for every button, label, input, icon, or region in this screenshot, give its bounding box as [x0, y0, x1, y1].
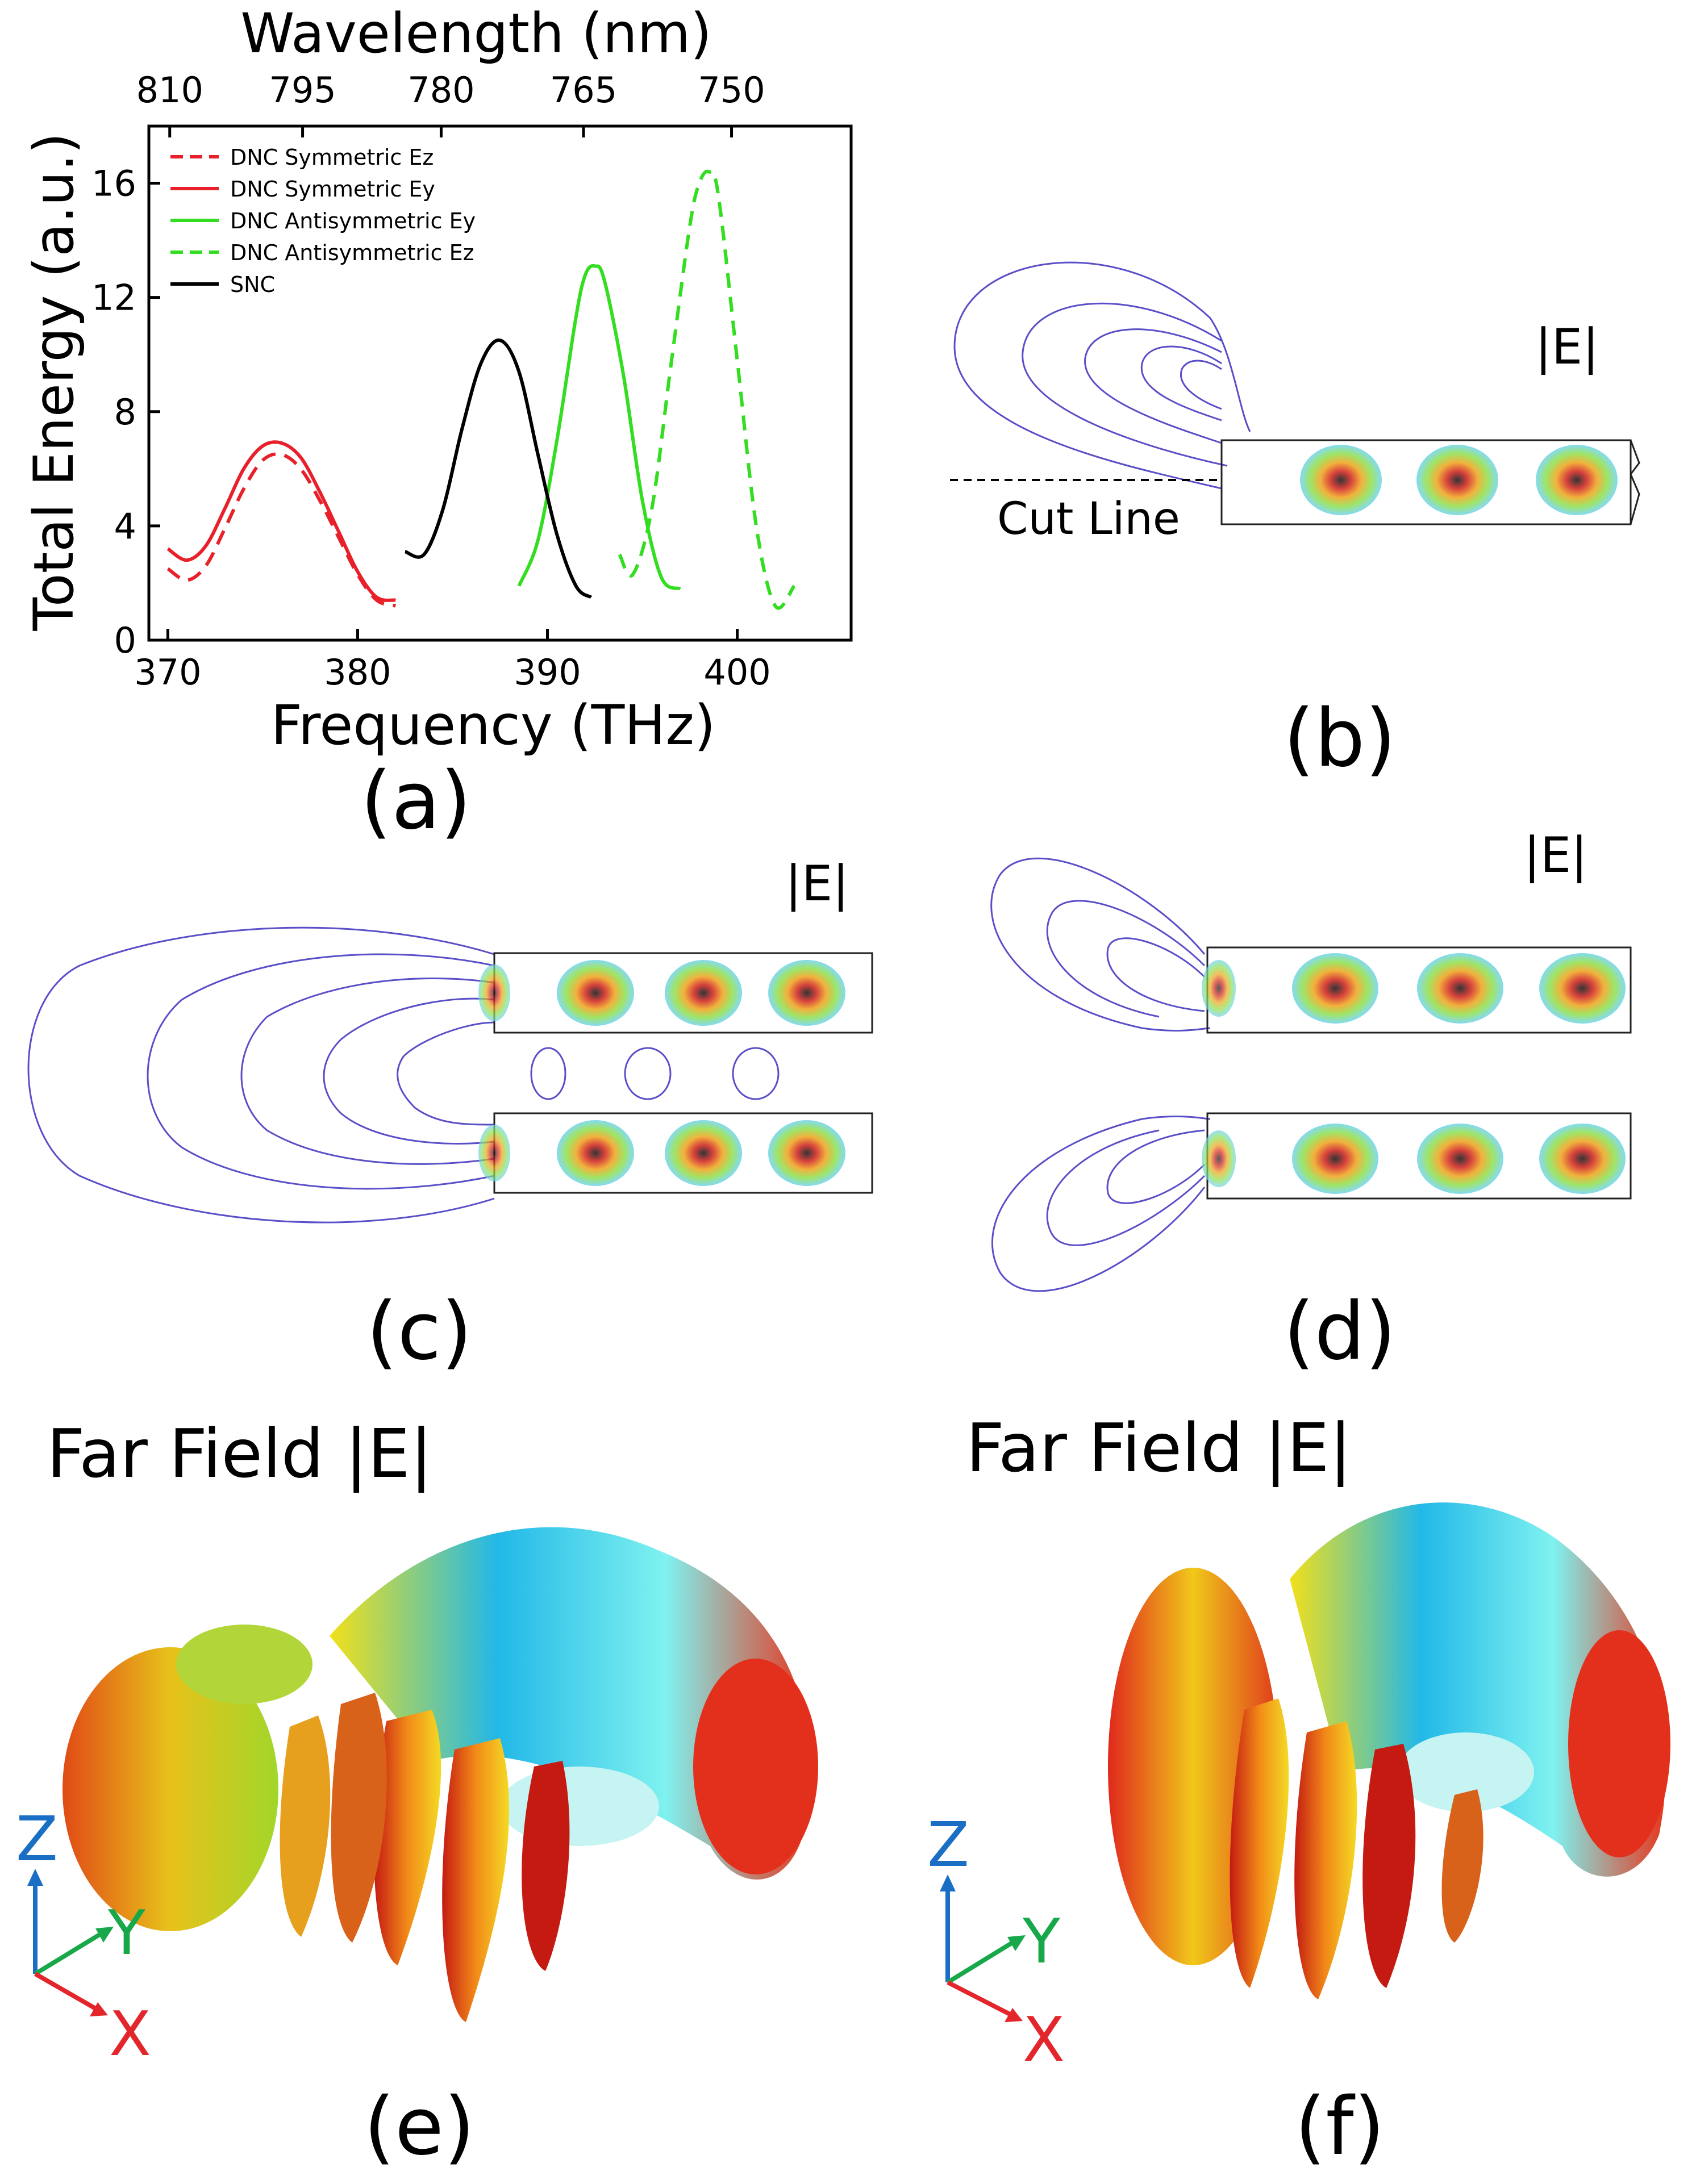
- axes-triad-e: Z Y X: [16, 1804, 151, 2070]
- hotspot-d-5: [1417, 1124, 1503, 1194]
- legend-label-4: SNC: [230, 272, 275, 297]
- top-axis-label: Wavelength (nm): [240, 2, 711, 65]
- hotspot-b-1: [1300, 445, 1382, 515]
- farfield-f: [1108, 1502, 1670, 1999]
- panel-label-f: (f): [1295, 2081, 1385, 2173]
- top-tick-label-1: 795: [269, 69, 336, 111]
- hotspot-d-1: [1292, 953, 1378, 1024]
- y-axis-label: Total Energy (a.u.): [22, 133, 86, 632]
- triad-f-x-label: X: [1023, 2005, 1065, 2076]
- top-tick-label-3: 765: [550, 69, 617, 111]
- panel-label-e: (e): [364, 2081, 474, 2173]
- cut-line-label: Cut Line: [997, 494, 1180, 545]
- panel-f: Far Field |E| Z Y X (f): [927, 1409, 1670, 2173]
- chart-a: 370 380 390 400 0 4 8 12 16 810 795 780 765 750 DNC…: [22, 2, 853, 847]
- contour-outer-b: [953, 261, 1251, 490]
- triad-e-y-axis: [34, 1929, 107, 1976]
- y-tick-label-2: 8: [114, 391, 136, 433]
- panel-b: Cut Line |E| (b): [950, 261, 1640, 785]
- panel-label-d: (d): [1284, 1285, 1396, 1378]
- hotspot-c-1: [557, 960, 634, 1026]
- panel-title-f: Far Field |E|: [966, 1409, 1352, 1487]
- triad-e-x-arrow: [90, 2002, 108, 2016]
- x-tick-label-0: 370: [134, 652, 201, 693]
- farfield-e: [62, 1527, 818, 2022]
- y-tick-label-4: 16: [91, 163, 136, 204]
- contour-outer-c: [27, 926, 495, 1223]
- x-tick-label-2: 390: [514, 652, 581, 693]
- x-tick-label-1: 380: [324, 652, 391, 693]
- y-tick-label-0: 0: [114, 620, 136, 661]
- top-ticks: 810 795 780 765 750: [136, 69, 765, 137]
- triad-e-z-label: Z: [16, 1804, 58, 1875]
- triad-e-z-arrow: [27, 1869, 43, 1886]
- legend-label-0: DNC Symmetric Ez: [230, 145, 434, 170]
- series-layer: [166, 169, 796, 610]
- series-line-dnc-antisymmetric-ey: [517, 264, 681, 591]
- hotspot-b-3: [1536, 445, 1618, 515]
- field-label-c: |E|: [785, 855, 849, 912]
- series-line-dnc-symmetric-ez: [166, 452, 397, 608]
- hotspot-d-edge-bottom: [1202, 1130, 1236, 1187]
- waveguide-b-tip: [1630, 440, 1640, 525]
- legend-label-2: DNC Antisymmetric Ey: [230, 208, 476, 233]
- y-ticks: 0 4 8 12 16: [91, 163, 160, 661]
- contour-outer-d: [990, 857, 1211, 1292]
- top-tick-label-4: 750: [698, 69, 765, 111]
- hotspot-c-edge-bottom: [478, 1125, 510, 1181]
- axes-triad-f: Z Y X: [927, 1810, 1065, 2076]
- triad-e-x-label: X: [109, 1999, 151, 2070]
- hotspot-c-4: [557, 1120, 634, 1186]
- x-ticks: 370 380 390 400: [134, 629, 771, 693]
- hotspot-c-6: [768, 1120, 845, 1186]
- hotspot-d-edge-top: [1202, 960, 1236, 1017]
- top-tick-label-0: 810: [136, 69, 203, 111]
- hotspot-c-2: [665, 960, 742, 1026]
- hotspot-c-3: [768, 960, 845, 1026]
- triad-f-z-label: Z: [927, 1810, 969, 1881]
- series-line-dnc-symmetric-ey: [166, 440, 396, 602]
- hotspot-d-3: [1539, 953, 1626, 1024]
- hotspot-d-4: [1292, 1124, 1378, 1194]
- triad-f-y-label: Y: [1022, 1906, 1061, 1977]
- waveguide-b: [1220, 439, 1632, 525]
- hotspot-b-2: [1416, 445, 1498, 515]
- panel-d: |E| (d): [990, 827, 1632, 1378]
- triad-f-x-axis: [947, 1980, 1015, 2019]
- hotspot-c-edge-top: [478, 964, 510, 1021]
- series-line-snc: [404, 339, 593, 599]
- triad-f-y-axis: [946, 1937, 1019, 1985]
- panel-label-b: (b): [1284, 692, 1396, 785]
- series-line-dnc-antisymmetric-ez: [618, 169, 796, 610]
- triad-e-y-arrow: [95, 1927, 114, 1943]
- y-tick-label-1: 4: [114, 506, 136, 547]
- panel-e: Far Field |E| Z Y X (e): [16, 1414, 818, 2173]
- triad-f-x-arrow: [1005, 2008, 1023, 2022]
- x-axis-label: Frequency (THz): [271, 694, 716, 757]
- panel-label-a: (a): [360, 755, 471, 847]
- y-tick-label-3: 12: [91, 277, 136, 319]
- legend: DNC Symmetric Ez DNC Symmetric Ey DNC Anti…: [170, 145, 476, 297]
- contour-gap-c: [530, 1047, 780, 1100]
- plot-frame: [147, 124, 853, 642]
- triad-f-z-arrow: [940, 1874, 956, 1891]
- hotspot-c-5: [665, 1120, 742, 1186]
- legend-label-3: DNC Antisymmetric Ez: [230, 240, 474, 265]
- triad-e-x-axis: [34, 1972, 101, 2013]
- x-tick-label-3: 400: [703, 652, 770, 693]
- triad-f-y-arrow: [1007, 1935, 1026, 1951]
- panel-title-e: Far Field |E|: [47, 1414, 432, 1493]
- top-tick-label-2: 780: [407, 69, 474, 111]
- hotspot-d-2: [1417, 953, 1503, 1024]
- field-label-d: |E|: [1524, 827, 1587, 884]
- hotspot-d-6: [1539, 1124, 1626, 1194]
- field-label-b: |E|: [1535, 319, 1599, 375]
- triad-e-y-label: Y: [107, 1898, 146, 1969]
- panel-label-c: (c): [366, 1285, 472, 1378]
- legend-label-1: DNC Symmetric Ey: [230, 177, 435, 202]
- panel-c: |E| (c): [27, 855, 873, 1378]
